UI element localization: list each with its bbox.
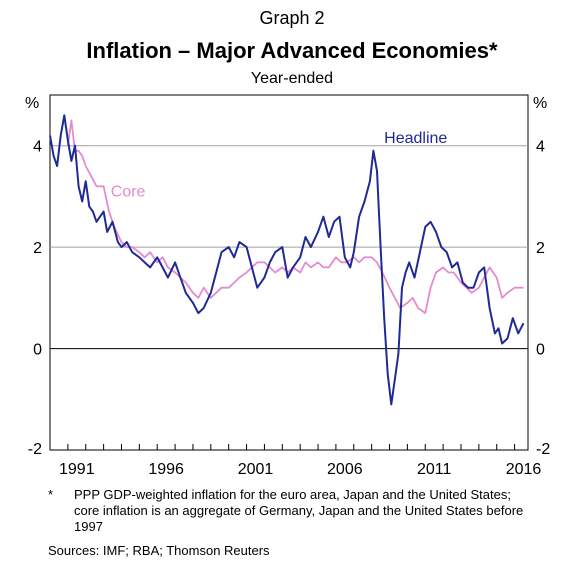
y-axis-unit-left: %	[25, 95, 39, 112]
plot-frame	[49, 94, 529, 451]
series-annotation-headline: Headline	[384, 130, 447, 147]
y-tick-label-left: 0	[33, 342, 42, 359]
x-tick-label: 2016	[506, 461, 542, 478]
axis-layer: -2 -2 0 0 2 2 4 4% % 1991 1996 2001 2006 2011 2016 Head…	[25, 95, 550, 478]
x-tick-label: 1991	[59, 461, 95, 478]
series-layer	[49, 114, 525, 406]
chart-title: Inflation – Major Advanced Economies*	[86, 38, 498, 63]
y-tick-label-left: 2	[33, 240, 42, 257]
x-tick-label: 2001	[238, 461, 274, 478]
chart-subtitle: Year-ended	[250, 70, 334, 87]
x-tick-label: 1996	[148, 461, 184, 478]
graph-number: Graph 2	[259, 8, 325, 28]
y-tick-label-right: -2	[536, 441, 550, 458]
series-annotation-core: Core	[111, 183, 146, 200]
footnote-text: PPP GDP-weighted inflation for the euro …	[74, 487, 524, 534]
series-line-core	[67, 119, 524, 315]
x-tick-label: 2006	[327, 461, 363, 478]
series-line-headline	[49, 114, 525, 406]
y-tick-label-left: -2	[28, 441, 42, 458]
y-tick-label-right: 4	[536, 139, 545, 156]
y-tick-label-right: 0	[536, 342, 545, 359]
x-tick-label: 2011	[417, 461, 452, 478]
y-tick-label-left: 4	[33, 139, 42, 156]
y-axis-unit-right: %	[533, 95, 547, 112]
y-tick-label-right: 2	[536, 240, 545, 257]
sources-note: Sources: IMF; RBA; Thomson Reuters	[48, 543, 270, 558]
footnote-marker: *	[48, 487, 54, 502]
